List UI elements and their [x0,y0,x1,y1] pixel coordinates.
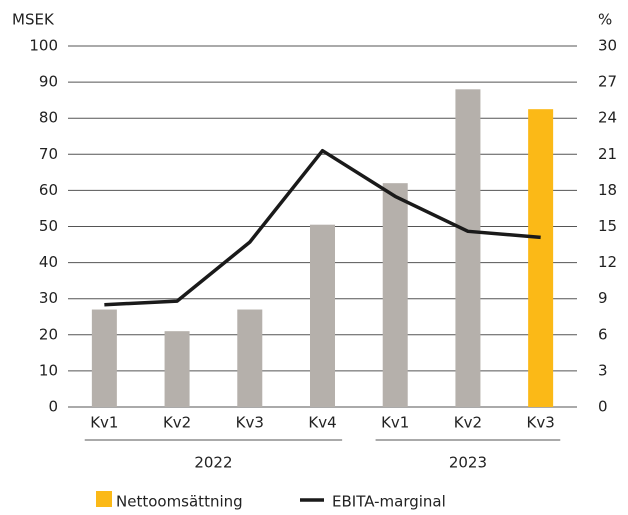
y-tick-label: 70 [39,145,58,163]
y2-tick-label: 9 [598,289,608,307]
y2-tick-label: 15 [598,217,617,235]
y2-tick-label: 21 [598,145,617,163]
y-tick-label: 60 [39,181,58,199]
x-tick-label: Kv1 [90,414,118,432]
y2-tick-label: 6 [598,325,608,343]
y-tick-label: 0 [48,398,58,416]
bar [382,183,408,407]
bar [455,89,481,407]
y2-axis-label: % [598,11,612,29]
y-axis-label: MSEK [12,11,55,29]
x-tick-label: Kv2 [454,414,482,432]
x-tick-label: Kv3 [236,414,264,432]
y-tick-label: 80 [39,109,58,127]
bar [237,309,263,407]
bar [164,331,190,407]
y-tick-label: 30 [39,289,58,307]
line [104,148,541,307]
x-tick-label: Kv3 [527,414,555,432]
x-tick-label: Kv1 [381,414,409,432]
bar [91,309,117,407]
y-tick-label: 40 [39,253,58,271]
y2-tick-label: 0 [598,398,608,416]
y-tick-label: 100 [29,37,58,55]
y2-tick-label: 27 [598,73,617,91]
y-tick-label: 90 [39,73,58,91]
legend-label: Nettoomsättning [116,493,243,511]
y2-tick-label: 3 [598,361,608,379]
y-tick-label: 20 [39,325,58,343]
bar [310,224,335,407]
y-tick-label: 50 [39,217,58,235]
y2-tick-label: 24 [598,109,617,127]
x-tick-label: Kv2 [163,414,191,432]
legend-swatch [96,491,112,507]
y2-tick-label: 12 [598,253,617,271]
y-tick-label: 10 [39,361,58,379]
legend-label: EBITA-marginal [332,493,446,511]
group-label: 2023 [449,454,487,472]
x-tick-label: Kv4 [308,414,336,432]
bar [528,109,554,408]
y2-tick-label: 18 [598,181,617,199]
y2-tick-label: 30 [598,37,617,55]
group-label: 2022 [194,454,232,472]
